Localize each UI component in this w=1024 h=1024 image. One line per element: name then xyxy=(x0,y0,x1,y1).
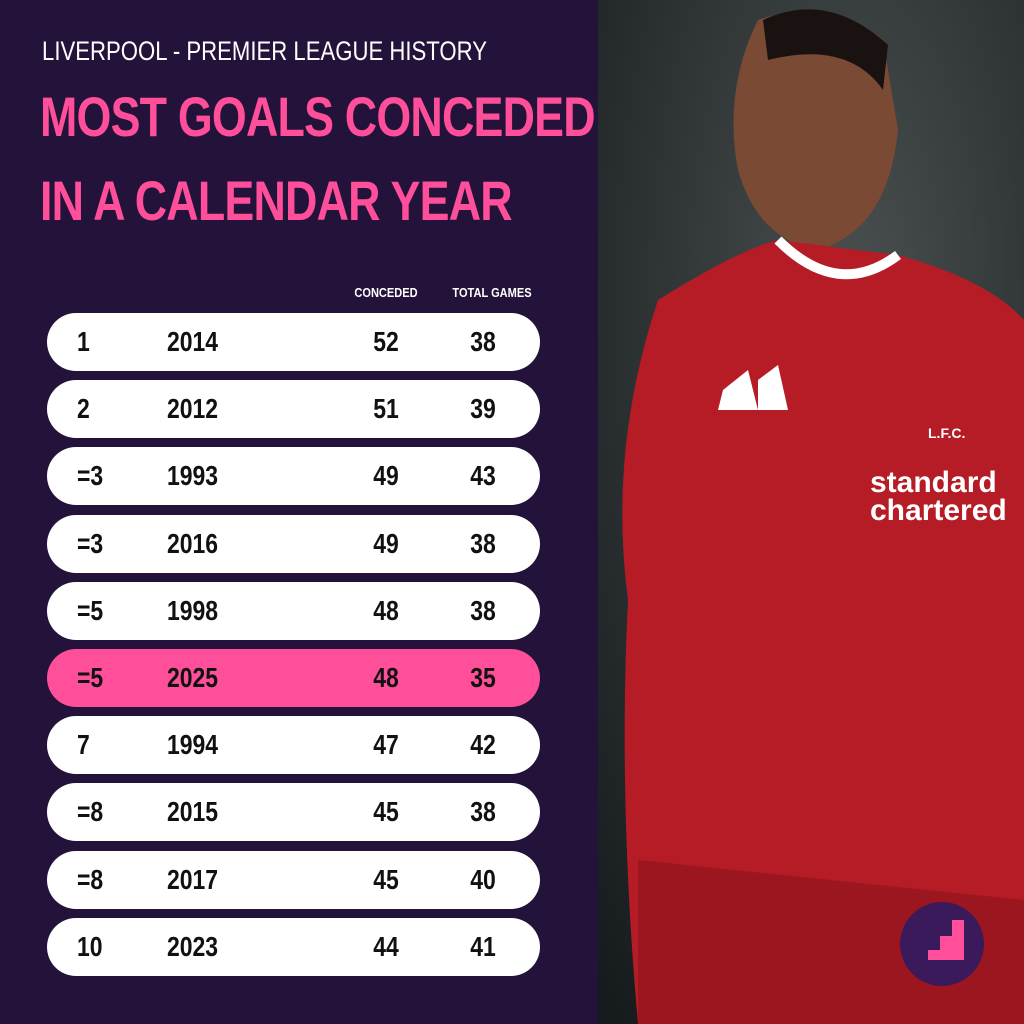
conceded: 49 xyxy=(373,527,399,559)
conceded: 51 xyxy=(373,393,399,425)
year: 1998 xyxy=(167,594,219,626)
year: 2017 xyxy=(167,863,219,895)
year: 1994 xyxy=(167,729,219,761)
total-games: 42 xyxy=(470,729,496,761)
total-games: 41 xyxy=(470,930,496,962)
conceded: 52 xyxy=(373,326,399,357)
total-games: 38 xyxy=(470,594,496,626)
conceded: 45 xyxy=(373,796,399,828)
table-row: =5 1998 48 38 xyxy=(47,581,540,640)
table-row: =3 2016 49 38 xyxy=(47,514,540,573)
year: 2014 xyxy=(167,326,219,357)
rank: =5 xyxy=(77,662,104,693)
total-games: 38 xyxy=(470,326,496,357)
table-row: 1 2014 52 38 xyxy=(47,313,540,371)
rank: =8 xyxy=(77,796,104,828)
title-line: MOST GOALS CONCEDED xyxy=(40,85,596,148)
left-panel: LIVERPOOL - PREMIER LEAGUE HISTORY MOST … xyxy=(40,36,596,976)
rank: =8 xyxy=(77,863,104,895)
title-line: IN A CALENDAR YEAR xyxy=(40,169,513,232)
total-games: 38 xyxy=(470,527,496,559)
rank: =3 xyxy=(77,527,104,559)
total-games: 35 xyxy=(470,662,496,693)
total-games: 39 xyxy=(470,393,496,425)
column-header: CONCEDED xyxy=(354,285,418,300)
table-row: =3 1993 49 43 xyxy=(47,447,540,506)
table-row: 2 2012 51 39 xyxy=(47,380,540,439)
table-row: 10 2023 44 41 xyxy=(47,917,540,976)
crest-text: L.F.C. xyxy=(928,425,965,441)
year: 2016 xyxy=(167,527,219,559)
conceded: 47 xyxy=(373,729,399,761)
year: 1993 xyxy=(167,460,219,492)
table-row: =8 2015 45 38 xyxy=(47,783,540,842)
table-row: =8 2017 45 40 xyxy=(47,850,540,909)
shirt-sponsor: standard xyxy=(870,466,997,499)
player-photo: standard chartered L.F.C. xyxy=(598,0,1024,1024)
total-games: 40 xyxy=(470,863,496,895)
shirt-sponsor: chartered xyxy=(870,494,1007,527)
year: 2025 xyxy=(167,662,219,693)
rank: =5 xyxy=(77,594,104,626)
rank: 7 xyxy=(77,729,90,761)
year: 2012 xyxy=(167,393,219,425)
rank: 2 xyxy=(77,393,90,425)
table-row: =5 2025 48 35 xyxy=(47,649,540,707)
rank: 10 xyxy=(77,930,103,962)
year: 2023 xyxy=(167,930,219,962)
conceded: 48 xyxy=(373,594,399,626)
conceded: 49 xyxy=(373,460,399,492)
subtitle: LIVERPOOL - PREMIER LEAGUE HISTORY xyxy=(42,36,487,66)
total-games: 38 xyxy=(470,796,496,828)
conceded: 45 xyxy=(373,863,399,895)
conceded: 44 xyxy=(373,930,399,962)
conceded: 48 xyxy=(373,662,399,693)
table-row: 7 1994 47 42 xyxy=(47,716,540,775)
rank: =3 xyxy=(77,460,104,492)
year: 2015 xyxy=(167,796,219,828)
column-header: TOTAL GAMES xyxy=(452,285,532,300)
rank: 1 xyxy=(77,326,90,357)
total-games: 43 xyxy=(470,460,496,492)
